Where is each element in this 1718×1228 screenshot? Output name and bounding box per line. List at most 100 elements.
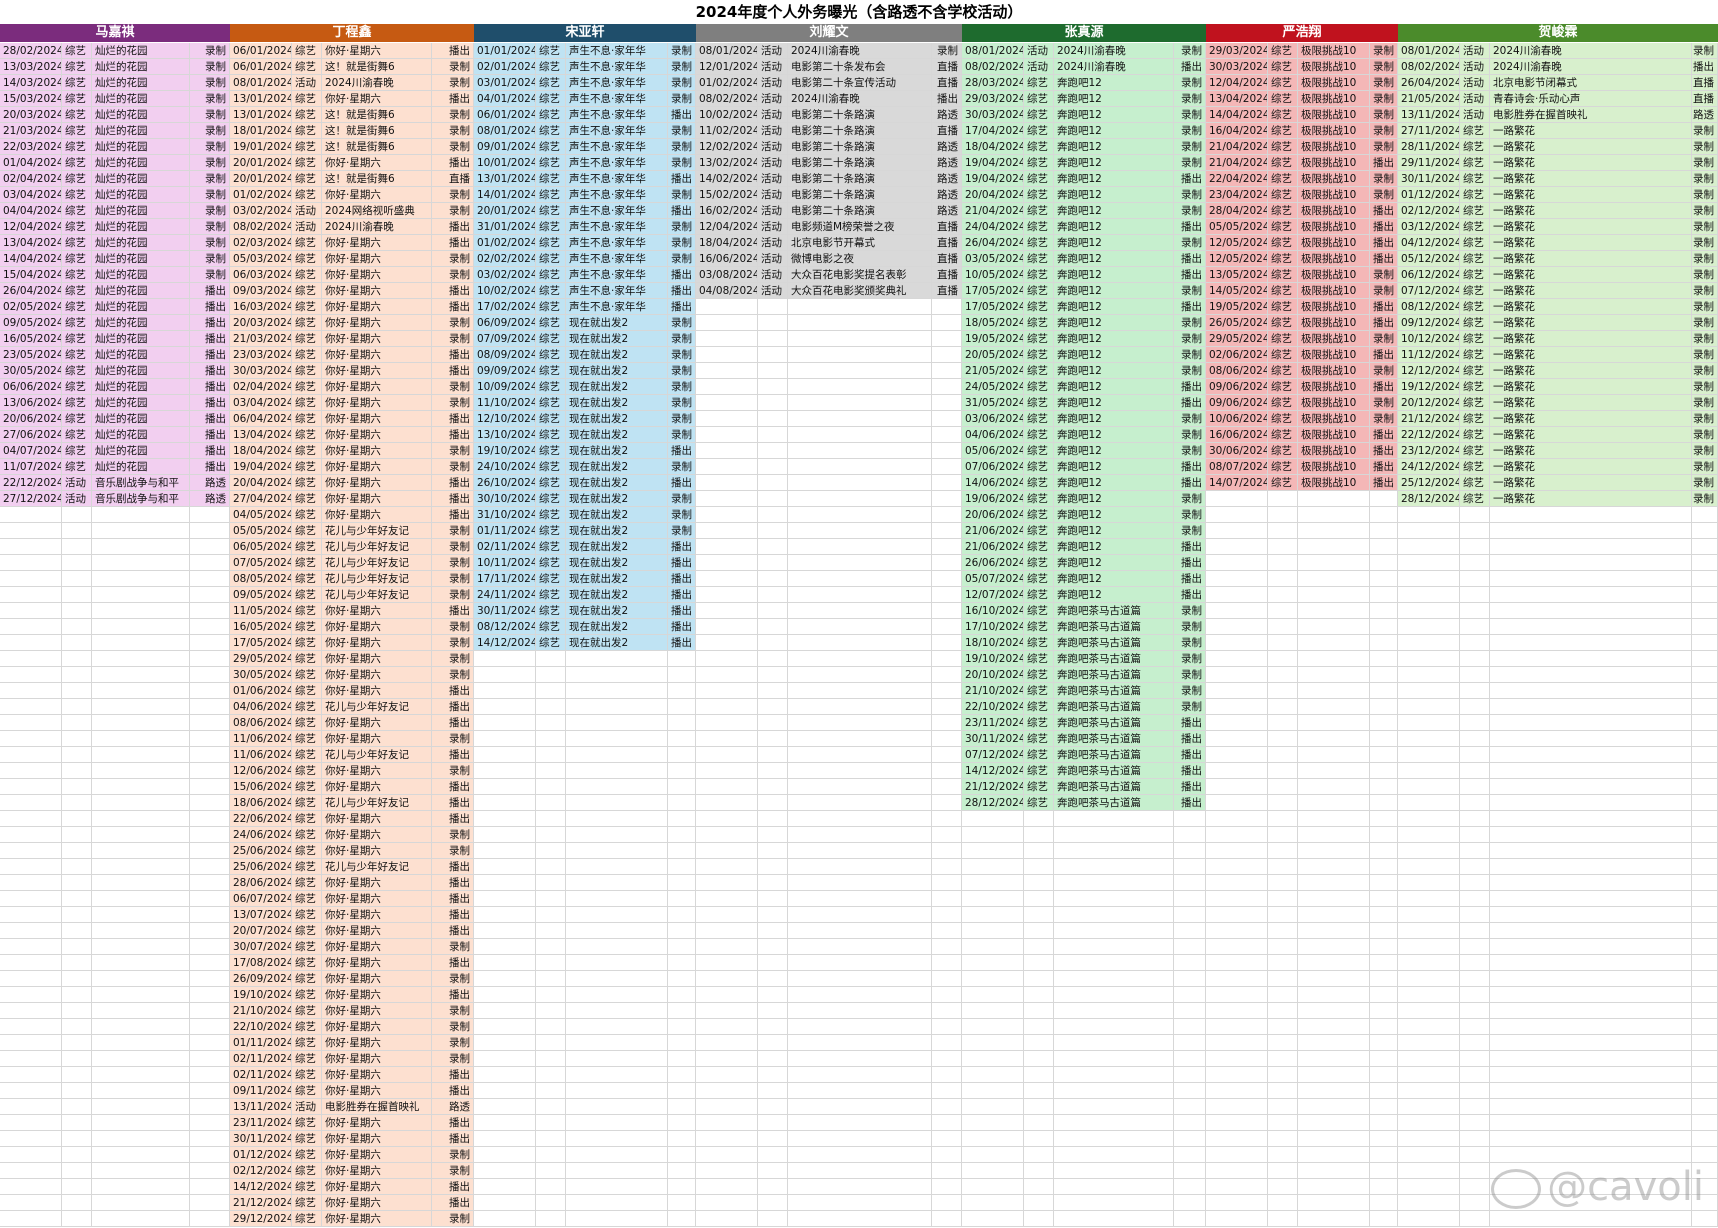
event-cell[interactable]	[1490, 795, 1692, 811]
status-cell[interactable]	[1692, 923, 1718, 939]
table-row[interactable]: 18/05/2024 综艺 奔跑吧12 录制	[962, 315, 1206, 331]
date-cell[interactable]: 21/04/2024	[962, 203, 1024, 219]
table-row[interactable]: 10/05/2024 综艺 奔跑吧12 播出	[962, 267, 1206, 283]
status-cell[interactable]: 播出	[432, 347, 474, 363]
empty-row[interactable]	[474, 1115, 696, 1131]
empty-row[interactable]	[0, 1211, 230, 1227]
date-cell[interactable]: 14/06/2024	[962, 475, 1024, 491]
type-cell[interactable]: 综艺	[536, 507, 566, 523]
date-cell[interactable]	[1206, 1131, 1268, 1147]
empty-row[interactable]	[1398, 619, 1718, 635]
table-row[interactable]: 06/03/2024 综艺 你好·星期六 录制	[230, 267, 474, 283]
type-cell[interactable]	[62, 1163, 92, 1179]
status-cell[interactable]	[1692, 1003, 1718, 1019]
status-cell[interactable]	[668, 1211, 696, 1227]
status-cell[interactable]: 录制	[1370, 139, 1398, 155]
event-cell[interactable]: 现在就出发2	[566, 363, 668, 379]
event-cell[interactable]: 奔跑吧12	[1054, 539, 1174, 555]
event-cell[interactable]: 花儿与少年好友记	[322, 555, 432, 571]
status-cell[interactable]	[1692, 891, 1718, 907]
date-cell[interactable]: 21/06/2024	[962, 523, 1024, 539]
empty-row[interactable]	[1206, 587, 1398, 603]
event-cell[interactable]: 奔跑吧12	[1054, 139, 1174, 155]
type-cell[interactable]	[536, 1003, 566, 1019]
empty-row[interactable]	[0, 539, 230, 555]
status-cell[interactable]	[668, 1067, 696, 1083]
type-cell[interactable]	[1268, 827, 1298, 843]
date-cell[interactable]: 10/06/2024	[1206, 411, 1268, 427]
type-cell[interactable]: 综艺	[536, 603, 566, 619]
table-row[interactable]: 21/10/2024 综艺 你好·星期六 录制	[230, 1003, 474, 1019]
status-cell[interactable]: 播出	[432, 779, 474, 795]
date-cell[interactable]: 29/11/2024	[1398, 155, 1460, 171]
type-cell[interactable]: 综艺	[1268, 171, 1298, 187]
event-cell[interactable]	[788, 571, 932, 587]
status-cell[interactable]: 录制	[190, 187, 230, 203]
empty-row[interactable]	[962, 1051, 1206, 1067]
type-cell[interactable]: 综艺	[1024, 763, 1054, 779]
type-cell[interactable]	[1460, 955, 1490, 971]
status-cell[interactable]	[1370, 907, 1398, 923]
status-cell[interactable]: 录制	[190, 251, 230, 267]
table-row[interactable]: 04/06/2024 综艺 花儿与少年好友记 播出	[230, 699, 474, 715]
date-cell[interactable]: 08/01/2024	[1398, 43, 1460, 59]
date-cell[interactable]: 19/04/2024	[962, 155, 1024, 171]
event-cell[interactable]: 一路繁花	[1490, 443, 1692, 459]
status-cell[interactable]: 直播	[932, 219, 962, 235]
type-cell[interactable]: 综艺	[1460, 491, 1490, 507]
event-cell[interactable]: 奔跑吧12	[1054, 203, 1174, 219]
table-row[interactable]: 04/08/2024 活动 大众百花电影奖颁奖典礼 直播	[696, 283, 962, 299]
type-cell[interactable]: 活动	[758, 123, 788, 139]
event-cell[interactable]: 声生不息·家年华	[566, 235, 668, 251]
event-cell[interactable]	[788, 1179, 932, 1195]
event-cell[interactable]	[566, 1083, 668, 1099]
date-cell[interactable]: 01/12/2024	[230, 1147, 292, 1163]
status-cell[interactable]	[932, 907, 962, 923]
type-cell[interactable]: 活动	[758, 107, 788, 123]
event-cell[interactable]	[1490, 1163, 1692, 1179]
empty-row[interactable]	[0, 955, 230, 971]
date-cell[interactable]	[1398, 715, 1460, 731]
empty-row[interactable]	[474, 1019, 696, 1035]
event-cell[interactable]	[92, 795, 190, 811]
table-row[interactable]: 29/03/2024 综艺 极限挑战10 录制	[1206, 43, 1398, 59]
event-cell[interactable]: 灿烂的花园	[92, 363, 190, 379]
empty-row[interactable]	[1398, 843, 1718, 859]
table-row[interactable]: 21/10/2024 综艺 奔跑吧茶马古道篇 录制	[962, 683, 1206, 699]
event-cell[interactable]: 一路繁花	[1490, 427, 1692, 443]
table-row[interactable]: 11/06/2024 综艺 你好·星期六 录制	[230, 731, 474, 747]
event-cell[interactable]	[788, 619, 932, 635]
type-cell[interactable]	[1024, 827, 1054, 843]
event-cell[interactable]	[788, 1147, 932, 1163]
date-cell[interactable]	[696, 1035, 758, 1051]
table-row[interactable]: 17/05/2024 综艺 奔跑吧12 播出	[962, 299, 1206, 315]
type-cell[interactable]	[758, 523, 788, 539]
date-cell[interactable]	[474, 763, 536, 779]
type-cell[interactable]	[1268, 603, 1298, 619]
date-cell[interactable]: 11/02/2024	[696, 123, 758, 139]
status-cell[interactable]: 播出	[1174, 379, 1206, 395]
table-row[interactable]: 01/01/2024 综艺 声生不息·家年华 录制	[474, 43, 696, 59]
empty-row[interactable]	[696, 843, 962, 859]
status-cell[interactable]	[668, 667, 696, 683]
table-row[interactable]: 08/01/2024 综艺 声生不息·家年华 录制	[474, 123, 696, 139]
type-cell[interactable]	[758, 955, 788, 971]
event-cell[interactable]: 灿烂的花园	[92, 139, 190, 155]
event-cell[interactable]: 奔跑吧12	[1054, 491, 1174, 507]
date-cell[interactable]: 12/02/2024	[696, 139, 758, 155]
type-cell[interactable]: 综艺	[292, 1003, 322, 1019]
date-cell[interactable]	[696, 1195, 758, 1211]
status-cell[interactable]: 播出	[1174, 395, 1206, 411]
status-cell[interactable]	[190, 1195, 230, 1211]
status-cell[interactable]	[190, 923, 230, 939]
status-cell[interactable]: 直播	[932, 251, 962, 267]
date-cell[interactable]	[0, 555, 62, 571]
event-cell[interactable]: 声生不息·家年华	[566, 91, 668, 107]
date-cell[interactable]	[1398, 779, 1460, 795]
event-cell[interactable]: 2024川渝春晚	[1054, 43, 1174, 59]
status-cell[interactable]	[1174, 1099, 1206, 1115]
status-cell[interactable]	[1174, 1083, 1206, 1099]
type-cell[interactable]	[758, 747, 788, 763]
table-row[interactable]: 10/12/2024 综艺 一路繁花 录制	[1398, 331, 1718, 347]
status-cell[interactable]	[932, 507, 962, 523]
